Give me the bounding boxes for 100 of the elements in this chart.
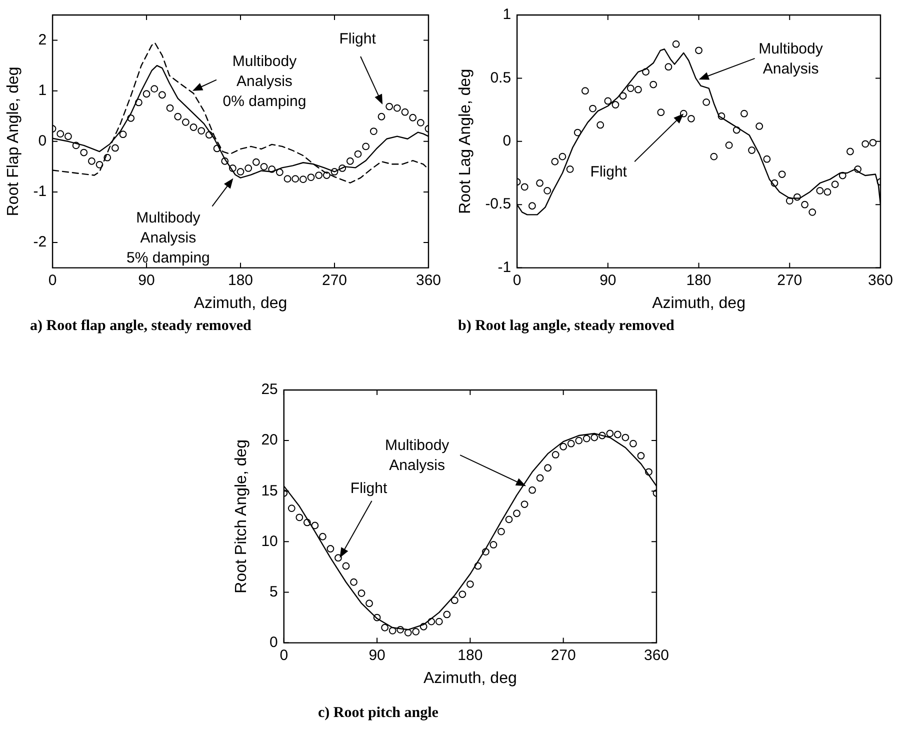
x-tick-label: 180 (228, 272, 254, 289)
point (551, 158, 559, 166)
y-tick-label: 0.5 (490, 69, 512, 86)
point (474, 562, 482, 570)
point (416, 118, 424, 126)
point (288, 504, 296, 512)
point (334, 554, 342, 562)
point (598, 432, 606, 440)
point (198, 127, 206, 134)
point (64, 132, 72, 140)
x-tick-label: 360 (644, 646, 669, 664)
point (276, 168, 284, 176)
y-tick-label: -1 (33, 183, 47, 200)
point (680, 110, 688, 118)
x-axis-title: Azimuth, deg (423, 670, 517, 687)
point (386, 102, 394, 110)
point (252, 158, 260, 166)
point (710, 152, 718, 160)
point (409, 114, 417, 122)
point (590, 434, 598, 442)
point (626, 84, 634, 92)
point (299, 176, 307, 184)
point (520, 183, 528, 191)
y-tick-label: 0 (38, 132, 47, 150)
text: a) Root flap angle, steady removed (30, 318, 252, 335)
x-axis-title: Azimuth, deg (194, 294, 288, 312)
x-tick-label: 90 (138, 272, 155, 289)
point (763, 155, 771, 163)
annotation: Flight (339, 30, 377, 48)
x-tick-label: 270 (550, 646, 576, 664)
point (428, 618, 436, 626)
point (756, 122, 764, 130)
point (687, 114, 695, 122)
point (443, 610, 451, 618)
point (412, 628, 420, 636)
y-tick-label: -0.5 (485, 196, 512, 213)
point (725, 141, 733, 149)
point (672, 40, 680, 48)
y-axis-title: Root Lag Angle, deg (457, 68, 474, 214)
point (748, 146, 756, 154)
point (396, 626, 404, 634)
point (664, 63, 672, 71)
text: c) Root pitch angle (318, 705, 438, 722)
point (401, 108, 409, 116)
point (596, 121, 604, 129)
point (619, 92, 627, 100)
point (80, 148, 88, 156)
point (544, 186, 552, 194)
point (450, 596, 458, 604)
point (614, 430, 622, 438)
annotation: Flight (350, 480, 388, 497)
point (326, 545, 334, 552)
annotation: Multibody Analysis 5% damping (126, 209, 210, 266)
y-tick-label: 15 (261, 482, 278, 500)
y-tick-label: 0 (502, 132, 512, 150)
point (134, 98, 142, 106)
point (498, 528, 505, 536)
annotation: Flight (590, 164, 628, 181)
point (642, 68, 650, 76)
point (490, 541, 498, 548)
point (482, 548, 490, 556)
point (637, 452, 645, 460)
point (111, 144, 119, 152)
point (88, 157, 96, 165)
point (862, 140, 870, 148)
x-tick-label: 360 (868, 272, 893, 289)
y-axis-title: Root Flap Angle, deg (5, 66, 22, 216)
point (366, 600, 373, 608)
x-tick-label: 360 (416, 272, 441, 289)
point (466, 580, 474, 588)
point (552, 451, 560, 458)
point (869, 138, 877, 146)
x-tick-label: 270 (777, 272, 802, 289)
point (567, 440, 575, 448)
point (740, 110, 748, 118)
y-tick-label: 1 (502, 6, 512, 24)
point (808, 208, 816, 216)
point (346, 157, 354, 165)
point (778, 170, 786, 178)
annotation: Multibody Analysis 0% damping (222, 52, 306, 110)
point (268, 166, 276, 173)
point (801, 200, 808, 208)
point (190, 124, 198, 131)
y-tick-label: 0 (270, 634, 278, 651)
point (528, 202, 536, 210)
point (322, 172, 330, 179)
point (393, 104, 401, 112)
point (213, 144, 221, 152)
point (630, 440, 637, 448)
point (292, 175, 300, 183)
point (604, 97, 612, 105)
point (612, 101, 620, 108)
point (350, 578, 358, 586)
point (303, 518, 311, 526)
x-tick-label: 180 (458, 646, 483, 664)
point (307, 174, 315, 181)
point (575, 436, 583, 444)
point (846, 148, 854, 156)
y-tick-label: 10 (261, 532, 278, 550)
point (236, 168, 244, 176)
